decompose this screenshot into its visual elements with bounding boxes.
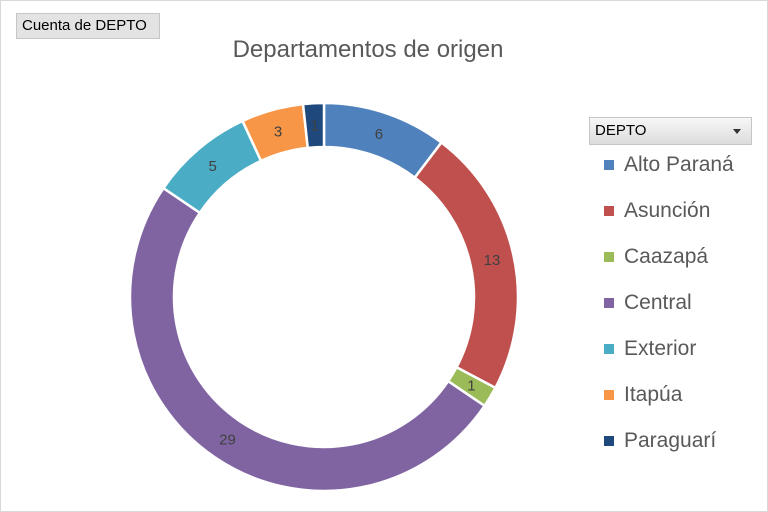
doughnut-slice-3[interactable] bbox=[128, 186, 487, 493]
legend-label: Paraguarí bbox=[624, 429, 717, 452]
doughnut-slice-6[interactable] bbox=[301, 101, 326, 150]
legend-item-3[interactable]: Central bbox=[604, 288, 764, 316]
legend-swatch bbox=[604, 160, 614, 170]
legend-swatch bbox=[604, 436, 614, 446]
legend-item-6[interactable]: Paraguarí bbox=[604, 426, 764, 454]
data-label-6: 1 bbox=[311, 117, 319, 134]
legend-label: Central bbox=[624, 291, 692, 314]
pivot-field-button[interactable]: Cuenta de DEPTO bbox=[16, 13, 160, 39]
legend-swatch bbox=[604, 252, 614, 262]
chart-title: Departamentos de origen bbox=[232, 36, 504, 63]
legend-label: Itapúa bbox=[624, 383, 683, 406]
legend-swatch bbox=[604, 298, 614, 308]
data-label-2: 1 bbox=[467, 378, 475, 395]
legend-item-2[interactable]: Caazapá bbox=[604, 242, 764, 270]
legend-label: Caazapá bbox=[624, 245, 709, 268]
legend-header-label: DEPTO bbox=[595, 122, 647, 139]
doughnut-slice-1[interactable] bbox=[413, 140, 520, 390]
legend-swatch bbox=[604, 390, 614, 400]
legend-item-4[interactable]: Exterior bbox=[604, 334, 764, 362]
legend-filter-dropdown[interactable]: DEPTO bbox=[589, 117, 752, 145]
legend-label: Alto Paraná bbox=[624, 153, 734, 176]
data-label-5: 3 bbox=[274, 123, 282, 140]
data-label-0: 6 bbox=[375, 126, 383, 143]
legend-label: Asunción bbox=[624, 199, 711, 222]
legend-item-5[interactable]: Itapúa bbox=[604, 380, 764, 408]
legend-item-1[interactable]: Asunción bbox=[604, 196, 764, 224]
legend-label: Exterior bbox=[624, 337, 697, 360]
chevron-down-icon bbox=[733, 129, 741, 134]
legend-item-0[interactable]: Alto Paraná bbox=[604, 150, 764, 178]
legend-swatch bbox=[604, 344, 614, 354]
data-label-4: 5 bbox=[208, 158, 216, 175]
legend-swatch bbox=[604, 206, 614, 216]
data-label-1: 13 bbox=[484, 252, 501, 269]
data-label-3: 29 bbox=[219, 431, 236, 448]
